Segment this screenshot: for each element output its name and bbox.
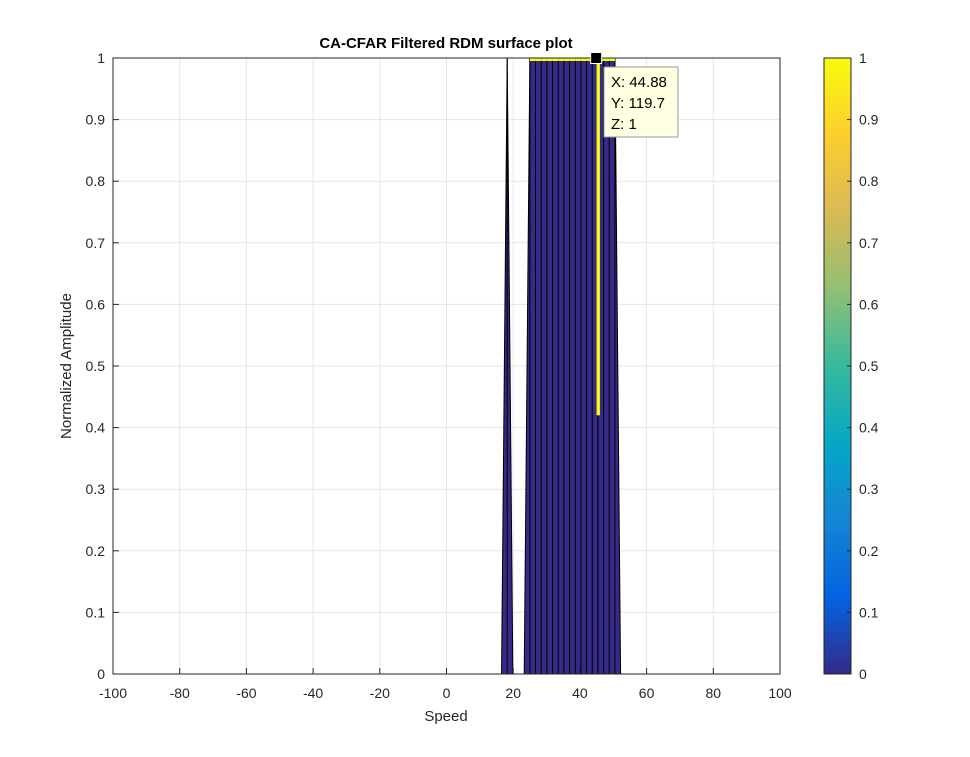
x-tick-label: 100	[768, 685, 792, 701]
datatip-x-text: X: 44.88	[611, 74, 667, 91]
y-tick-label: 0.5	[86, 358, 106, 374]
x-tick-label: -80	[170, 685, 190, 701]
colorbar-ticks: 0 0.1 0.2 0.3 0.4 0.5 0.6 0.7 0.8 0.9 1	[847, 50, 879, 682]
x-tick-label: 40	[572, 685, 588, 701]
datatip[interactable]: X: 44.88 Y: 119.7 Z: 1	[590, 52, 679, 138]
surface-highlight-strip	[596, 58, 600, 416]
datatip-box	[603, 66, 679, 138]
colorbar-tick-label: 0.6	[859, 296, 879, 312]
y-tick-label: 0.7	[86, 235, 106, 251]
colorbar-tick-label: 0.2	[859, 543, 879, 559]
colorbar-tick-label: 0.3	[859, 481, 879, 497]
x-tick-label: 60	[639, 685, 655, 701]
x-axis-title: Speed	[424, 708, 467, 725]
colorbar-tick-label: 1	[859, 50, 867, 66]
colorbar-tick-label: 0.8	[859, 173, 879, 189]
y-axis-title: Normalized Amplitude	[58, 293, 75, 439]
y-tick-label: 0.3	[86, 481, 106, 497]
x-tick-label: -20	[370, 685, 390, 701]
colorbar-tick-label: 0	[859, 666, 867, 682]
y-tick-label: 0	[97, 666, 105, 682]
datatip-y-text: Y: 119.7	[611, 95, 665, 112]
x-tick-label: -100	[99, 685, 127, 701]
axis-ticks: -100 -80 -60 -40 -20 0 20 40 60 80 100 0 0.1 0.2 0.3 0.…	[86, 50, 792, 701]
y-tick-label: 1	[97, 50, 105, 66]
colorbar-tick-label: 0.5	[859, 358, 879, 374]
y-tick-label: 0.8	[86, 173, 106, 189]
colorbar-gradient	[823, 57, 852, 675]
colorbar-tick-label: 0.7	[859, 235, 879, 251]
x-tick-label: -60	[236, 685, 256, 701]
x-tick-label: 80	[706, 685, 722, 701]
datatip-z-text: Z: 1	[611, 116, 637, 133]
chart-title: CA-CFAR Filtered RDM surface plot	[319, 35, 572, 52]
surface-area	[113, 58, 780, 674]
y-tick-label: 0.6	[86, 296, 106, 312]
y-tick-label: 0.1	[86, 604, 106, 620]
colorbar-tick-label: 0.9	[859, 112, 879, 128]
surface-plot	[113, 58, 780, 674]
y-tick-label: 0.2	[86, 543, 106, 559]
x-tick-label: 20	[505, 685, 521, 701]
x-tick-label: 0	[443, 685, 451, 701]
colorbar-tick-label: 0.4	[859, 420, 879, 436]
datatip-marker[interactable]	[590, 52, 603, 64]
x-tick-label: -40	[303, 685, 323, 701]
y-tick-label: 0.4	[86, 420, 106, 436]
y-tick-label: 0.9	[86, 112, 106, 128]
colorbar-tick-label: 0.1	[859, 604, 879, 620]
colorbar[interactable]: 0 0.1 0.2 0.3 0.4 0.5 0.6 0.7 0.8 0.9 1	[823, 50, 879, 682]
